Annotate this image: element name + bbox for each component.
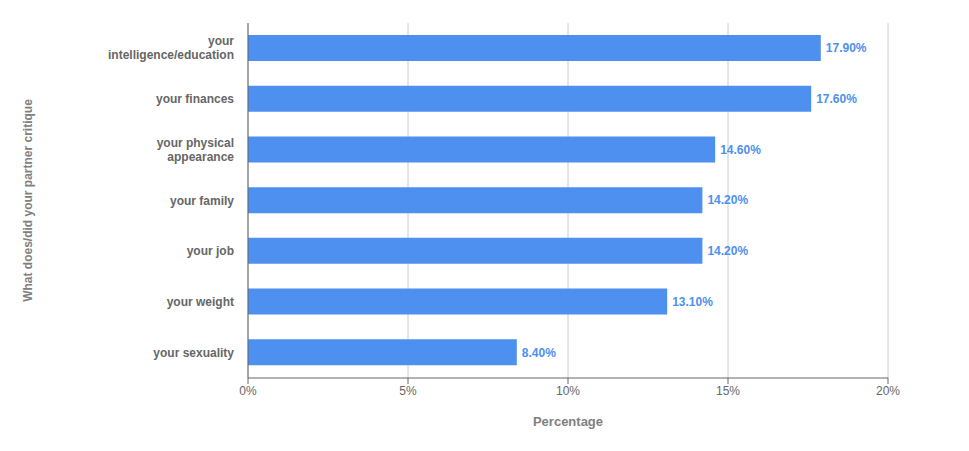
svg-text:0%: 0% (239, 384, 257, 398)
svg-text:14.20%: 14.20% (707, 244, 748, 258)
svg-text:14.20%: 14.20% (707, 193, 748, 207)
svg-text:17.60%: 17.60% (816, 92, 857, 106)
svg-text:your sexuality: your sexuality (153, 346, 234, 360)
svg-text:your physicalappearance: your physicalappearance (157, 136, 235, 164)
svg-text:14.60%: 14.60% (720, 143, 761, 157)
svg-text:your job: your job (187, 244, 234, 258)
svg-text:yourintelligence/education: yourintelligence/education (108, 34, 234, 62)
svg-text:your family: your family (170, 194, 234, 208)
svg-text:15%: 15% (716, 384, 740, 398)
svg-text:20%: 20% (876, 384, 900, 398)
svg-text:your finances: your finances (156, 92, 234, 106)
svg-text:Percentage: Percentage (533, 414, 603, 429)
svg-text:10%: 10% (556, 384, 580, 398)
svg-text:5%: 5% (399, 384, 417, 398)
svg-text:What does/did your partner cri: What does/did your partner critique (21, 99, 35, 302)
svg-text:13.10%: 13.10% (672, 295, 713, 309)
svg-text:your weight: your weight (167, 295, 234, 309)
svg-text:8.40%: 8.40% (522, 346, 556, 360)
svg-text:17.90%: 17.90% (826, 41, 867, 55)
